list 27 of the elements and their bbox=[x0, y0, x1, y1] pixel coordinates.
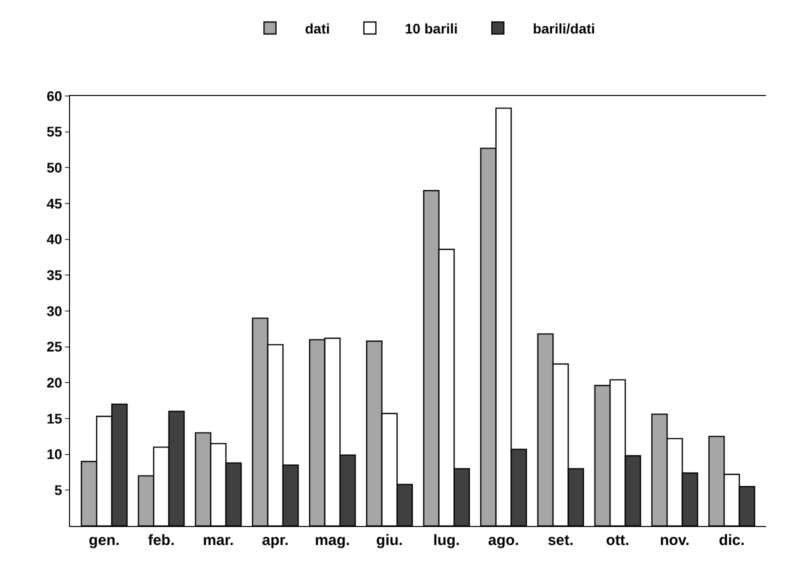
y-tick-label: 35 bbox=[46, 267, 62, 284]
legend-label: 10 barili bbox=[404, 20, 458, 36]
y-tick-label: 45 bbox=[46, 195, 62, 212]
x-tick-label: lug. bbox=[433, 532, 460, 549]
y-tick-label: 20 bbox=[46, 374, 62, 391]
x-tick-label: mar. bbox=[202, 532, 234, 549]
legend-label: dati bbox=[305, 20, 330, 36]
x-tick-label: nov. bbox=[660, 532, 690, 549]
x-tick-label: apr. bbox=[262, 532, 289, 549]
x-tick-label: gen. bbox=[88, 532, 120, 549]
y-tick-label: 5 bbox=[54, 482, 62, 498]
y-tick-label: 15 bbox=[46, 410, 62, 426]
y-tick-label: 25 bbox=[46, 338, 62, 355]
y-tick-label: 40 bbox=[46, 231, 62, 248]
y-tick-label: 55 bbox=[46, 124, 62, 140]
x-tick-label: dic. bbox=[718, 532, 745, 549]
y-tick-label: 30 bbox=[46, 302, 62, 319]
y-tick-label: 10 bbox=[46, 446, 62, 462]
x-tick-label: ott. bbox=[606, 532, 630, 549]
y-tick-label: 50 bbox=[46, 160, 62, 176]
x-tick-label: ago. bbox=[488, 532, 519, 549]
legend-label: barili/dati bbox=[532, 20, 596, 36]
y-tick-label: 60 bbox=[46, 88, 62, 104]
x-tick-label: mag. bbox=[314, 532, 350, 549]
x-tick-label: set. bbox=[548, 532, 574, 549]
x-tick-label: feb. bbox=[148, 532, 175, 549]
x-tick-label: giu. bbox=[376, 532, 403, 549]
